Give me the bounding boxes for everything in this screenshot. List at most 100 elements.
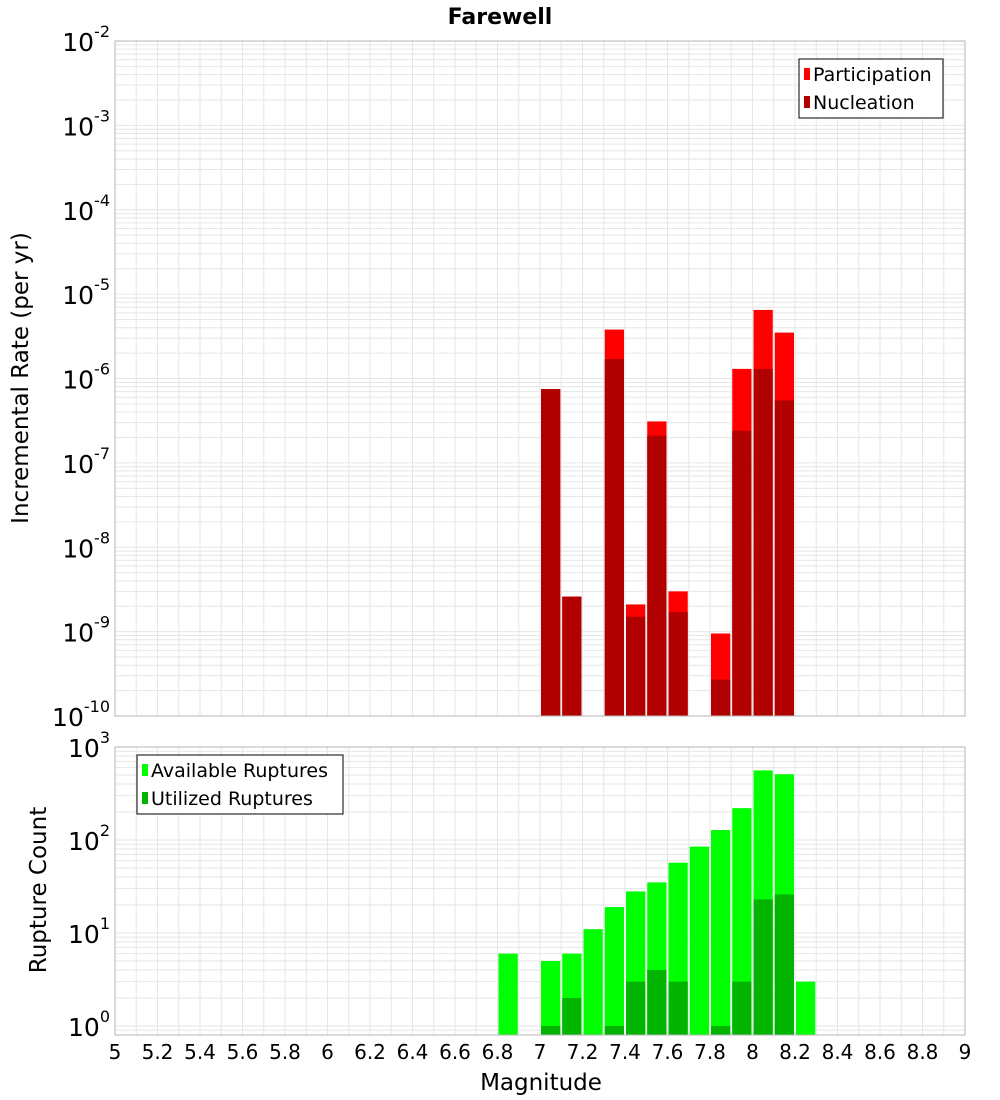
y-tick-base: 10	[62, 619, 94, 648]
y-tick-base: 10	[68, 734, 100, 763]
y-tick-exponent: -2	[94, 22, 110, 41]
x-tick-label: 8.4	[822, 1040, 854, 1064]
bar-utilized-ruptures	[753, 899, 773, 1035]
y-tick-label: 101	[68, 914, 110, 949]
y-tick-base: 10	[62, 112, 94, 141]
y-tick-label: 10-3	[62, 106, 110, 141]
bar-utilized-ruptures	[604, 1025, 624, 1035]
bar-nucleation	[604, 359, 624, 716]
top-y-axis-label: Incremental Rate (per yr)	[8, 232, 34, 524]
bar-available-ruptures	[711, 830, 731, 1035]
x-tick-label: 6.6	[439, 1040, 471, 1064]
y-tick-exponent: -6	[94, 360, 110, 379]
x-tick-label: 8.2	[779, 1040, 811, 1064]
bar-available-ruptures	[796, 981, 816, 1035]
y-tick-base: 10	[62, 197, 94, 226]
bar-utilized-ruptures	[562, 997, 582, 1035]
y-tick-label: 10-5	[62, 275, 110, 310]
x-tick-label: 5.6	[227, 1040, 259, 1064]
x-axis-label: Magnitude	[480, 1070, 602, 1096]
x-tick-label: 5.2	[142, 1040, 174, 1064]
bar-utilized-ruptures	[732, 981, 752, 1035]
bar-utilized-ruptures	[647, 969, 667, 1035]
y-tick-label: 102	[68, 821, 110, 856]
y-tick-exponent: 3	[100, 728, 110, 747]
bar-utilized-ruptures	[626, 981, 646, 1035]
bottom-y-axis-label: Rupture Count	[26, 807, 52, 973]
grid-0	[114, 40, 966, 717]
bar-nucleation	[753, 368, 773, 716]
bar-nucleation	[668, 612, 688, 716]
legend-label: Nucleation	[813, 92, 915, 114]
x-tick-label: 5	[109, 1040, 122, 1064]
plot-frame-1	[114, 746, 966, 1036]
y-tick-base: 10	[52, 703, 84, 732]
plot-frame-0	[114, 40, 966, 717]
bars-0	[541, 309, 794, 716]
legend-label: Available Ruptures	[151, 760, 328, 782]
y-tick-label: 10-9	[62, 613, 110, 648]
y-tick-exponent: 1	[100, 914, 110, 933]
bar-nucleation	[541, 389, 561, 716]
y-tick-exponent: -5	[94, 275, 110, 294]
bar-available-ruptures	[541, 960, 561, 1035]
y-tick-label: 100	[68, 1007, 110, 1042]
bar-nucleation	[774, 400, 794, 716]
y-tick-base: 10	[68, 827, 100, 856]
y-tick-exponent: -7	[94, 444, 110, 463]
y-tick-base: 10	[62, 534, 94, 563]
x-tick-label: 7.8	[694, 1040, 726, 1064]
legend-1: Available Ruptures Utilized Ruptures	[136, 754, 344, 815]
y-tick-base: 10	[62, 28, 94, 57]
bar-utilized-ruptures	[774, 894, 794, 1035]
grid-1	[114, 746, 966, 1036]
y-tick-exponent: -10	[84, 697, 110, 716]
x-tick-label: 6.4	[397, 1040, 429, 1064]
bar-available-ruptures	[583, 929, 603, 1035]
x-tick-label: 6.8	[482, 1040, 514, 1064]
bar-available-ruptures	[604, 907, 624, 1035]
x-tick-label: 9	[959, 1040, 972, 1064]
x-tick-label: 5.4	[184, 1040, 216, 1064]
x-tick-label: 7	[534, 1040, 547, 1064]
x-tick-label: 8.6	[864, 1040, 896, 1064]
y-tick-exponent: -8	[94, 528, 110, 547]
x-tick-label: 5.8	[269, 1040, 301, 1064]
legend-swatch	[804, 68, 810, 80]
legend-swatch	[142, 764, 148, 776]
legend-label: Participation	[813, 64, 932, 86]
legend-box	[798, 58, 944, 119]
legend-swatch	[804, 96, 810, 108]
bar-utilized-ruptures	[668, 981, 688, 1035]
bar-utilized-ruptures	[541, 1025, 561, 1035]
y-tick-label: 10-7	[62, 444, 110, 479]
bar-utilized-ruptures	[711, 1025, 731, 1035]
legend-label: Utilized Ruptures	[151, 788, 313, 810]
x-tick-label: 6	[321, 1040, 334, 1064]
x-tick-label: 8	[746, 1040, 759, 1064]
bar-nucleation	[711, 679, 731, 716]
y-tick-label: 10-4	[62, 191, 110, 226]
y-tick-label: 10-10	[52, 697, 110, 732]
bar-nucleation	[626, 616, 646, 716]
bar-available-ruptures	[498, 953, 518, 1035]
y-tick-exponent: -4	[94, 191, 110, 210]
bars-1	[498, 770, 816, 1035]
bar-nucleation	[562, 596, 582, 716]
x-ticks: 5 5.2 5.4 5.6 5.8 6 6.2 6.4 6.6 6.8 7 7.2 7.4 7.6 7.8 8…	[109, 1040, 972, 1064]
x-tick-label: 7.4	[609, 1040, 641, 1064]
y-tick-base: 10	[68, 1013, 100, 1042]
y-tick-base: 10	[62, 281, 94, 310]
legend-swatch	[142, 792, 148, 804]
y-tick-exponent: 2	[100, 821, 110, 840]
y-tick-exponent: -3	[94, 106, 110, 125]
y-tick-exponent: 0	[100, 1007, 110, 1026]
x-tick-label: 7.2	[567, 1040, 599, 1064]
y-tick-exponent: -9	[94, 613, 110, 632]
y-tick-base: 10	[62, 366, 94, 395]
x-tick-label: 6.2	[354, 1040, 386, 1064]
